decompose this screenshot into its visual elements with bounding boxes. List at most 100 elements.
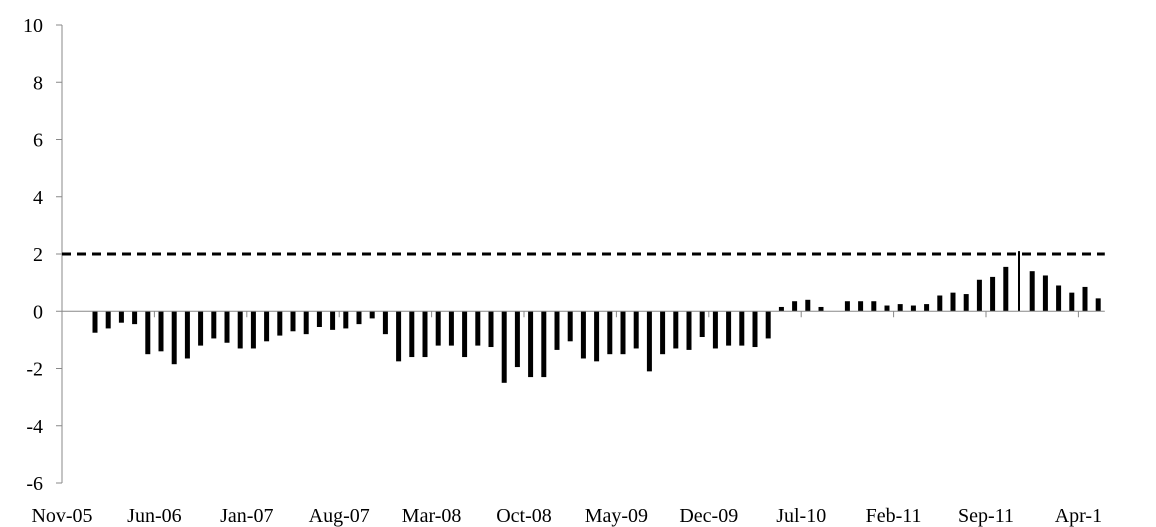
- x-tick-label: Sep-11: [958, 505, 1014, 527]
- bar: [633, 311, 639, 349]
- bar: [673, 311, 679, 349]
- x-tick-label: Jan-07: [220, 505, 273, 527]
- bar: [264, 311, 270, 342]
- bar: [224, 311, 230, 343]
- bar: [792, 301, 798, 312]
- bar: [105, 311, 111, 329]
- bar: [924, 304, 930, 312]
- bar: [1082, 286, 1088, 312]
- bar: [646, 311, 652, 372]
- bar: [765, 311, 771, 339]
- bar: [871, 301, 877, 312]
- bar: [910, 305, 916, 312]
- bar: [316, 311, 322, 327]
- bar: [1056, 285, 1062, 312]
- bar: [369, 311, 375, 319]
- bar: [950, 292, 956, 312]
- y-tick-label: -2: [26, 359, 43, 381]
- bar: [396, 311, 402, 362]
- bar: [607, 311, 613, 355]
- bar: [594, 311, 600, 362]
- bar: [435, 311, 441, 346]
- bar: [858, 301, 864, 312]
- bar: [277, 311, 283, 336]
- x-tick-label: Dec-09: [679, 505, 738, 527]
- bar: [726, 311, 732, 346]
- bar: [211, 311, 217, 339]
- bar: [660, 311, 666, 355]
- bar: [158, 311, 164, 352]
- bar: [303, 311, 309, 335]
- bar: [409, 311, 415, 358]
- bar: [752, 311, 758, 348]
- x-tick-label: Aug-07: [309, 505, 370, 527]
- bar: [1029, 271, 1035, 312]
- bar: [897, 304, 903, 312]
- bar: [976, 279, 982, 312]
- bar: [990, 276, 996, 312]
- x-tick-label: Nov-05: [31, 505, 92, 527]
- y-tick-label: 0: [33, 301, 43, 323]
- bar: [818, 306, 824, 312]
- bar: [132, 311, 138, 325]
- x-tick-label: Feb-11: [866, 505, 922, 527]
- bar: [92, 311, 98, 333]
- bar: [488, 311, 494, 348]
- bar: [250, 311, 256, 349]
- bar: [1069, 292, 1075, 312]
- y-tick-label: 6: [33, 130, 43, 152]
- bar: [1003, 266, 1009, 312]
- bar: [118, 311, 124, 323]
- y-tick-label: -6: [26, 473, 43, 495]
- bar: [343, 311, 349, 329]
- bar: [171, 311, 177, 365]
- x-tick-label: Mar-08: [402, 505, 462, 527]
- bar: [580, 311, 586, 359]
- y-tick-label: 4: [33, 187, 43, 209]
- bar: [290, 311, 296, 332]
- bar: [805, 299, 811, 312]
- bar: [620, 311, 626, 355]
- x-axis: Nov-05 Jun-06 Jan-07 Aug-07 Mar-08 Oct-08 May-…: [31, 310, 1105, 527]
- y-tick-label: -4: [26, 416, 43, 438]
- bar: [699, 311, 705, 338]
- bar: [198, 311, 204, 346]
- bars: [92, 251, 1101, 383]
- x-tick-label: Jun-06: [127, 505, 181, 527]
- bar: [448, 311, 454, 346]
- bar: [686, 311, 692, 350]
- y-tick-label: 8: [33, 72, 43, 94]
- bar: [237, 311, 243, 349]
- bar: [330, 311, 336, 330]
- bar: [1018, 251, 1020, 312]
- bar: [778, 306, 784, 312]
- bar: [1042, 275, 1048, 312]
- bar: [844, 301, 850, 312]
- bar: [514, 311, 520, 368]
- bar: [145, 311, 151, 355]
- bar: [462, 311, 468, 358]
- bar: [739, 311, 745, 346]
- bar: [554, 311, 560, 350]
- x-tick-label: Jul-10: [776, 505, 826, 527]
- bar: [422, 311, 428, 358]
- y-axis: 10 8 6 4 2 0 -2 -4 -6: [23, 15, 63, 495]
- bar: [1095, 298, 1101, 312]
- x-tick-label: Oct-08: [496, 505, 552, 527]
- bar: [501, 311, 507, 383]
- bar: [528, 311, 534, 378]
- bar: [884, 305, 890, 312]
- bar: [541, 311, 547, 378]
- bar: [356, 311, 362, 325]
- bar: [963, 294, 969, 312]
- bar: [937, 295, 943, 312]
- y-tick-label: 10: [23, 15, 43, 37]
- bar: [475, 311, 481, 346]
- bar: [382, 311, 388, 335]
- y-tick-label: 2: [33, 244, 43, 266]
- x-tick-label: May-09: [585, 505, 648, 527]
- bar: [712, 311, 718, 349]
- bar: [184, 311, 190, 359]
- bar: [567, 311, 573, 342]
